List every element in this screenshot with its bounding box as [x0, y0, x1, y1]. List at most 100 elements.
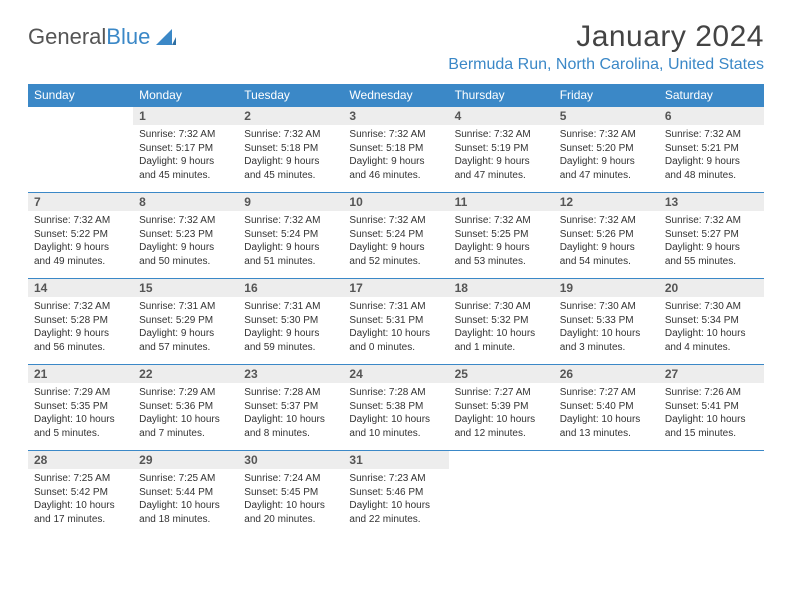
calendar-day-cell: 31Sunrise: 7:23 AMSunset: 5:46 PMDayligh… — [343, 451, 448, 537]
sunrise-text: Sunrise: 7:31 AM — [349, 300, 442, 314]
sunset-text: Sunset: 5:23 PM — [139, 228, 232, 242]
day-details: Sunrise: 7:32 AMSunset: 5:23 PMDaylight:… — [133, 211, 238, 272]
sunrise-text: Sunrise: 7:32 AM — [560, 128, 653, 142]
title-block: January 2024 Bermuda Run, North Carolina… — [448, 20, 764, 74]
weekday-header-row: Sunday Monday Tuesday Wednesday Thursday… — [28, 84, 764, 107]
daylight-text: Daylight: 9 hours and 51 minutes. — [244, 241, 337, 268]
day-details: Sunrise: 7:27 AMSunset: 5:40 PMDaylight:… — [554, 383, 659, 444]
daylight-text: Daylight: 10 hours and 4 minutes. — [665, 327, 758, 354]
sunrise-text: Sunrise: 7:32 AM — [34, 214, 127, 228]
calendar-day-cell: 21Sunrise: 7:29 AMSunset: 5:35 PMDayligh… — [28, 365, 133, 451]
daylight-text: Daylight: 9 hours and 55 minutes. — [665, 241, 758, 268]
sunset-text: Sunset: 5:44 PM — [139, 486, 232, 500]
sunset-text: Sunset: 5:36 PM — [139, 400, 232, 414]
sunrise-text: Sunrise: 7:24 AM — [244, 472, 337, 486]
day-details: Sunrise: 7:32 AMSunset: 5:25 PMDaylight:… — [449, 211, 554, 272]
weekday-header: Tuesday — [238, 84, 343, 107]
day-number: 23 — [238, 365, 343, 383]
day-details: Sunrise: 7:25 AMSunset: 5:42 PMDaylight:… — [28, 469, 133, 530]
day-details: Sunrise: 7:32 AMSunset: 5:18 PMDaylight:… — [238, 125, 343, 186]
calendar-day-cell: 20Sunrise: 7:30 AMSunset: 5:34 PMDayligh… — [659, 279, 764, 365]
sunrise-text: Sunrise: 7:27 AM — [560, 386, 653, 400]
calendar-body: 1Sunrise: 7:32 AMSunset: 5:17 PMDaylight… — [28, 107, 764, 537]
day-number: 21 — [28, 365, 133, 383]
sunset-text: Sunset: 5:20 PM — [560, 142, 653, 156]
weekday-header: Thursday — [449, 84, 554, 107]
day-details: Sunrise: 7:32 AMSunset: 5:24 PMDaylight:… — [343, 211, 448, 272]
day-details: Sunrise: 7:26 AMSunset: 5:41 PMDaylight:… — [659, 383, 764, 444]
daylight-text: Daylight: 9 hours and 52 minutes. — [349, 241, 442, 268]
daylight-text: Daylight: 10 hours and 7 minutes. — [139, 413, 232, 440]
calendar-day-cell — [554, 451, 659, 537]
daylight-text: Daylight: 9 hours and 54 minutes. — [560, 241, 653, 268]
sunrise-text: Sunrise: 7:25 AM — [139, 472, 232, 486]
calendar-day-cell: 6Sunrise: 7:32 AMSunset: 5:21 PMDaylight… — [659, 107, 764, 193]
day-number: 5 — [554, 107, 659, 125]
daylight-text: Daylight: 9 hours and 45 minutes. — [244, 155, 337, 182]
calendar-day-cell: 30Sunrise: 7:24 AMSunset: 5:45 PMDayligh… — [238, 451, 343, 537]
sunrise-text: Sunrise: 7:28 AM — [349, 386, 442, 400]
daylight-text: Daylight: 10 hours and 12 minutes. — [455, 413, 548, 440]
calendar-day-cell: 19Sunrise: 7:30 AMSunset: 5:33 PMDayligh… — [554, 279, 659, 365]
sunset-text: Sunset: 5:32 PM — [455, 314, 548, 328]
header-row: GeneralBlue January 2024 Bermuda Run, No… — [28, 20, 764, 74]
logo: GeneralBlue — [28, 20, 178, 50]
calendar-day-cell — [659, 451, 764, 537]
calendar-day-cell: 11Sunrise: 7:32 AMSunset: 5:25 PMDayligh… — [449, 193, 554, 279]
sunset-text: Sunset: 5:21 PM — [665, 142, 758, 156]
daylight-text: Daylight: 9 hours and 47 minutes. — [455, 155, 548, 182]
calendar-week-row: 21 Sunrise: 7:29 AMSunset: 5:35 PM Dayligh… — [28, 365, 764, 451]
sunrise-text: Sunrise: 7:32 AM — [349, 128, 442, 142]
daylight-text: Daylight: 9 hours and 49 minutes. — [34, 241, 127, 268]
logo-word-2: Blue — [106, 24, 150, 50]
month-title: January 2024 — [448, 20, 764, 54]
sunrise-text: Sunrise: 7:32 AM — [455, 128, 548, 142]
day-details: Sunrise: 7:32 AMSunset: 5:24 PMDaylight:… — [238, 211, 343, 272]
day-number: 1 — [133, 107, 238, 125]
sunrise-text: Sunrise: 7:32 AM — [244, 214, 337, 228]
sunrise-text: Sunrise: 7:30 AM — [560, 300, 653, 314]
logo-word-1: General — [28, 24, 106, 50]
calendar-day-cell: 8Sunrise: 7:32 AMSunset: 5:23 PMDaylight… — [133, 193, 238, 279]
daylight-text: Daylight: 10 hours and 18 minutes. — [139, 499, 232, 526]
sunset-text: Sunset: 5:18 PM — [244, 142, 337, 156]
daylight-text: Daylight: 9 hours and 48 minutes. — [665, 155, 758, 182]
calendar-week-row: 14Sunrise: 7:32 AMSunset: 5:28 PMDayligh… — [28, 279, 764, 365]
sunset-text: Sunset: 5:42 PM — [34, 486, 127, 500]
sunset-text: Sunset: 5:26 PM — [560, 228, 653, 242]
sunset-text: Sunset: 5:35 PM — [34, 400, 127, 414]
sunset-text: Sunset: 5:22 PM — [34, 228, 127, 242]
day-number: 26 — [554, 365, 659, 383]
calendar-day-cell: 15Sunrise: 7:31 AMSunset: 5:29 PMDayligh… — [133, 279, 238, 365]
calendar-day-cell: 24Sunrise: 7:28 AMSunset: 5:38 PMDayligh… — [343, 365, 448, 451]
sunrise-text: Sunrise: 7:29 AM — [34, 386, 127, 400]
sunrise-text: Sunrise: 7:32 AM — [665, 128, 758, 142]
sunset-text: Sunset: 5:38 PM — [349, 400, 442, 414]
day-number: 10 — [343, 193, 448, 211]
sunrise-text: Sunrise: 7:31 AM — [139, 300, 232, 314]
day-number: 17 — [343, 279, 448, 297]
weekday-header: Wednesday — [343, 84, 448, 107]
sunset-text: Sunset: 5:30 PM — [244, 314, 337, 328]
sunset-text: Sunset: 5:24 PM — [244, 228, 337, 242]
day-details: Sunrise: 7:32 AMSunset: 5:28 PMDaylight:… — [28, 297, 133, 358]
weekday-header: Friday — [554, 84, 659, 107]
sunset-text: Sunset: 5:33 PM — [560, 314, 653, 328]
daylight-text: Daylight: 10 hours and 13 minutes. — [560, 413, 653, 440]
daylight-text: Daylight: 10 hours and 8 minutes. — [244, 413, 337, 440]
sunrise-text: Sunrise: 7:32 AM — [665, 214, 758, 228]
calendar-day-cell: 29Sunrise: 7:25 AMSunset: 5:44 PMDayligh… — [133, 451, 238, 537]
sunrise-text: Sunrise: 7:32 AM — [244, 128, 337, 142]
calendar-day-cell: 22Sunrise: 7:29 AMSunset: 5:36 PMDayligh… — [133, 365, 238, 451]
day-details: Sunrise: 7:32 AMSunset: 5:26 PMDaylight:… — [554, 211, 659, 272]
daylight-text: Daylight: 10 hours and 0 minutes. — [349, 327, 442, 354]
weekday-header: Saturday — [659, 84, 764, 107]
calendar-day-cell: 16Sunrise: 7:31 AMSunset: 5:30 PMDayligh… — [238, 279, 343, 365]
sunrise-text: Sunrise: 7:28 AM — [244, 386, 337, 400]
day-number: 28 — [28, 451, 133, 469]
calendar-day-cell: 2Sunrise: 7:32 AMSunset: 5:18 PMDaylight… — [238, 107, 343, 193]
calendar-week-row: 28Sunrise: 7:25 AMSunset: 5:42 PMDayligh… — [28, 451, 764, 537]
calendar-week-row: 1Sunrise: 7:32 AMSunset: 5:17 PMDaylight… — [28, 107, 764, 193]
daylight-text: Daylight: 10 hours and 22 minutes. — [349, 499, 442, 526]
day-number: 9 — [238, 193, 343, 211]
